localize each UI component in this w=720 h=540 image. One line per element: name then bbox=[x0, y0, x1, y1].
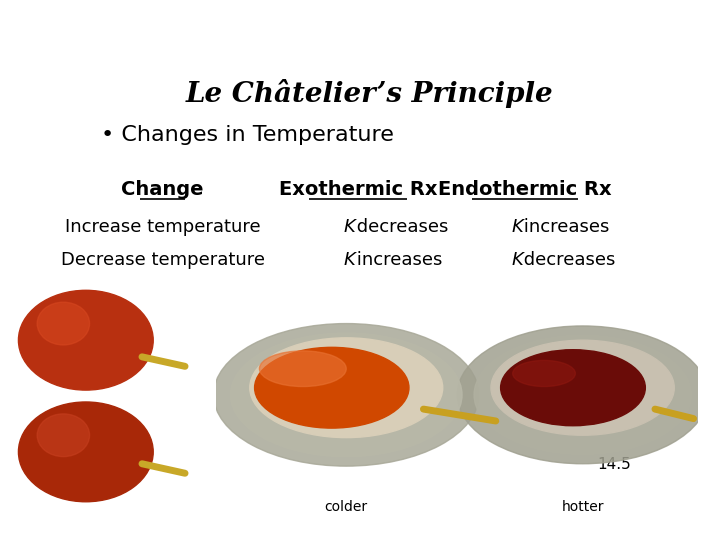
Ellipse shape bbox=[37, 302, 89, 345]
Ellipse shape bbox=[19, 402, 153, 502]
Ellipse shape bbox=[500, 350, 645, 426]
Ellipse shape bbox=[230, 333, 462, 457]
Text: decreases: decreases bbox=[351, 218, 448, 236]
Text: K: K bbox=[511, 218, 523, 236]
Ellipse shape bbox=[513, 360, 575, 387]
Ellipse shape bbox=[37, 414, 89, 457]
Text: Increase temperature: Increase temperature bbox=[65, 218, 261, 236]
Text: hotter: hotter bbox=[562, 500, 604, 514]
Text: • Changes in Temperature: • Changes in Temperature bbox=[101, 125, 394, 145]
Ellipse shape bbox=[250, 338, 443, 437]
Ellipse shape bbox=[255, 347, 409, 428]
Ellipse shape bbox=[19, 291, 153, 390]
Text: increases: increases bbox=[351, 251, 442, 269]
Text: 14.5: 14.5 bbox=[598, 457, 631, 472]
Text: Change: Change bbox=[121, 180, 204, 199]
Ellipse shape bbox=[491, 340, 674, 435]
Text: Le Châtelier’s Principle: Le Châtelier’s Principle bbox=[185, 79, 553, 109]
Text: K: K bbox=[344, 218, 356, 236]
Text: increases: increases bbox=[518, 218, 609, 236]
Ellipse shape bbox=[259, 351, 346, 387]
Text: K: K bbox=[344, 251, 356, 269]
Text: Exothermic Rx: Exothermic Rx bbox=[279, 180, 437, 199]
Ellipse shape bbox=[474, 335, 691, 454]
Text: Endothermic Rx: Endothermic Rx bbox=[438, 180, 612, 199]
Ellipse shape bbox=[457, 326, 708, 464]
Text: Decrease temperature: Decrease temperature bbox=[60, 251, 264, 269]
Text: colder: colder bbox=[325, 500, 368, 514]
Text: decreases: decreases bbox=[518, 251, 616, 269]
Text: K: K bbox=[511, 251, 523, 269]
Ellipse shape bbox=[214, 323, 479, 466]
